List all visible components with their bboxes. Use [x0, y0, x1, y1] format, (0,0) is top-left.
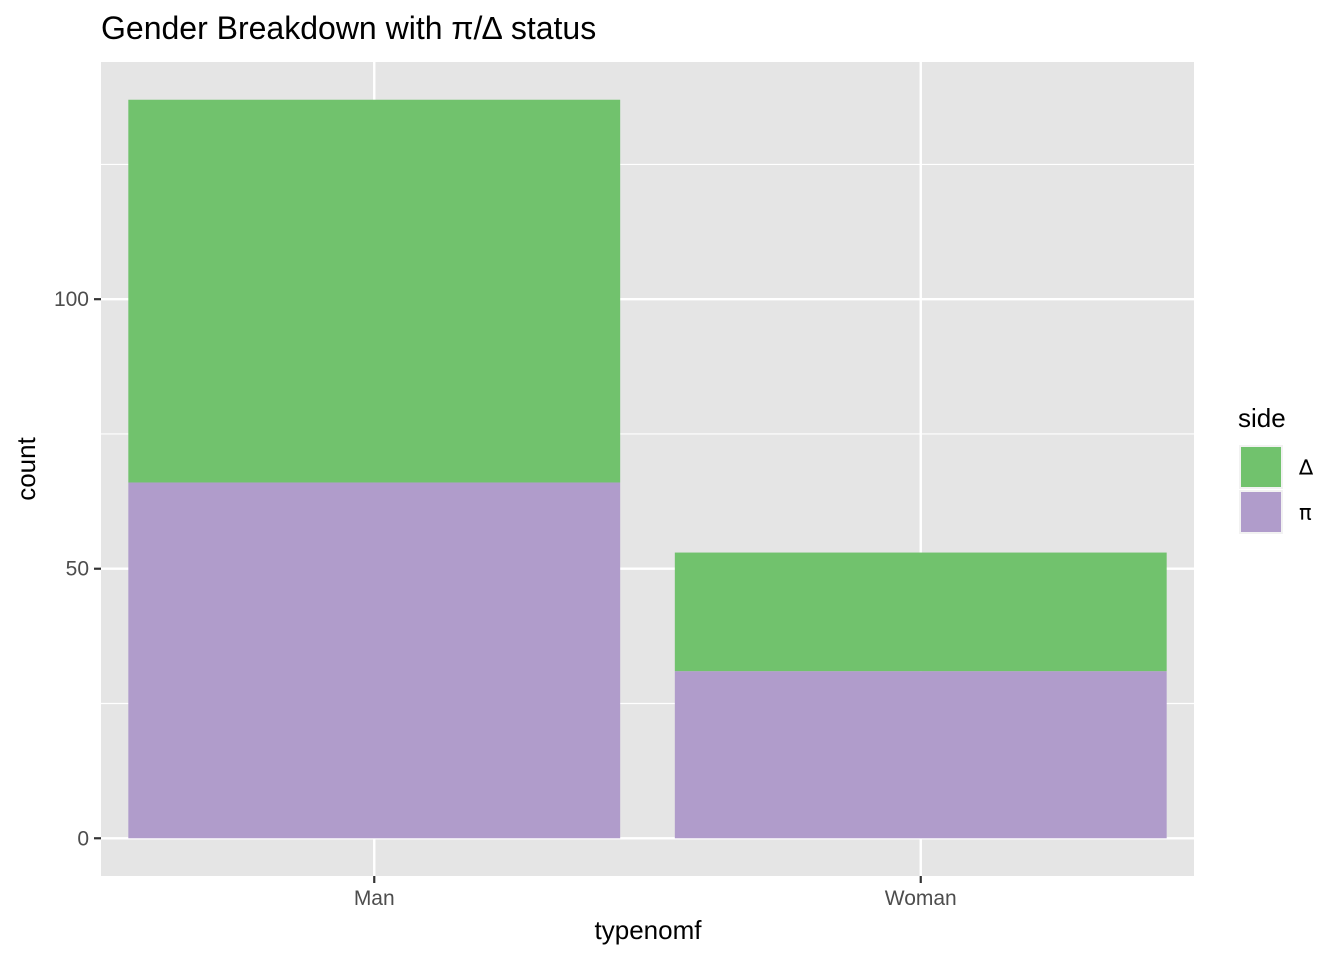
y-tick-label: 0	[77, 827, 89, 850]
x-axis-title: typenomf	[595, 915, 703, 945]
x-axis: Man Woman	[354, 876, 957, 910]
legend-title: side	[1238, 403, 1286, 433]
legend-swatch	[1241, 492, 1281, 532]
legend-label: ∆	[1298, 456, 1314, 480]
legend: side ∆π	[1238, 403, 1314, 534]
legend-swatch	[1241, 447, 1281, 487]
y-tick-label: 100	[54, 288, 89, 311]
bar-woman-segment	[674, 552, 1167, 672]
y-tick-label: 50	[66, 558, 89, 581]
x-tick-label: Man	[354, 887, 395, 910]
legend-label: π	[1299, 501, 1312, 525]
bar-man-segment	[128, 482, 621, 839]
bars	[128, 99, 1167, 839]
bar-woman-segment	[674, 671, 1167, 839]
bar-man-segment	[128, 99, 621, 483]
x-tick-label: Woman	[885, 887, 957, 910]
y-axis-title: count	[11, 436, 41, 500]
legend-items: ∆π	[1239, 445, 1314, 534]
y-axis: 0 50 100	[54, 288, 101, 850]
chart-title: Gender Breakdown with π/∆ status	[101, 10, 596, 46]
